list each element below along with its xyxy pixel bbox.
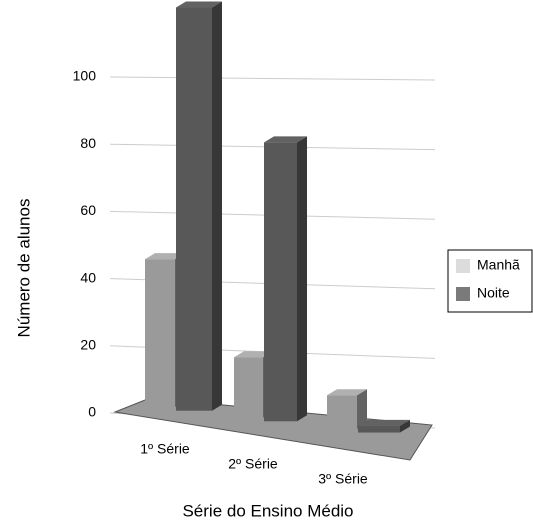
bar-top — [327, 389, 367, 396]
bar — [264, 142, 297, 422]
bar — [145, 259, 175, 407]
y-tick-label: 60 — [80, 202, 96, 218]
legend-swatch — [456, 287, 470, 301]
bar-side — [400, 419, 410, 433]
bar — [327, 395, 357, 429]
y-tick-label: 100 — [73, 68, 97, 84]
legend-swatch — [456, 259, 470, 273]
y-tick-label: 20 — [80, 337, 96, 353]
bar-side — [212, 1, 222, 411]
y-tick-label: 80 — [80, 135, 96, 151]
x-tick-label: 3º Série — [318, 471, 368, 487]
bar — [234, 357, 263, 418]
bar-side — [357, 389, 367, 429]
y-tick-label: 40 — [80, 269, 96, 285]
bar-side — [297, 136, 307, 422]
legend-label: Manhã — [477, 257, 520, 273]
x-axis-title: Série do Ensino Médio — [182, 501, 353, 520]
bar-top — [176, 1, 222, 8]
legend-box — [447, 249, 533, 313]
legend-label: Noite — [477, 285, 510, 301]
bar-top — [264, 136, 307, 143]
bar — [358, 425, 400, 433]
floor — [113, 397, 433, 461]
bar-top — [358, 419, 410, 426]
y-tick-label: 0 — [88, 404, 96, 420]
bar-top — [234, 351, 273, 358]
bar — [176, 7, 212, 411]
x-tick-label: 2º Série — [228, 456, 278, 472]
x-tick-label: 1º Série — [140, 441, 190, 457]
y-axis-title: Número de alunos — [14, 199, 33, 338]
bar-top — [145, 253, 185, 260]
grid-line — [109, 76, 436, 81]
